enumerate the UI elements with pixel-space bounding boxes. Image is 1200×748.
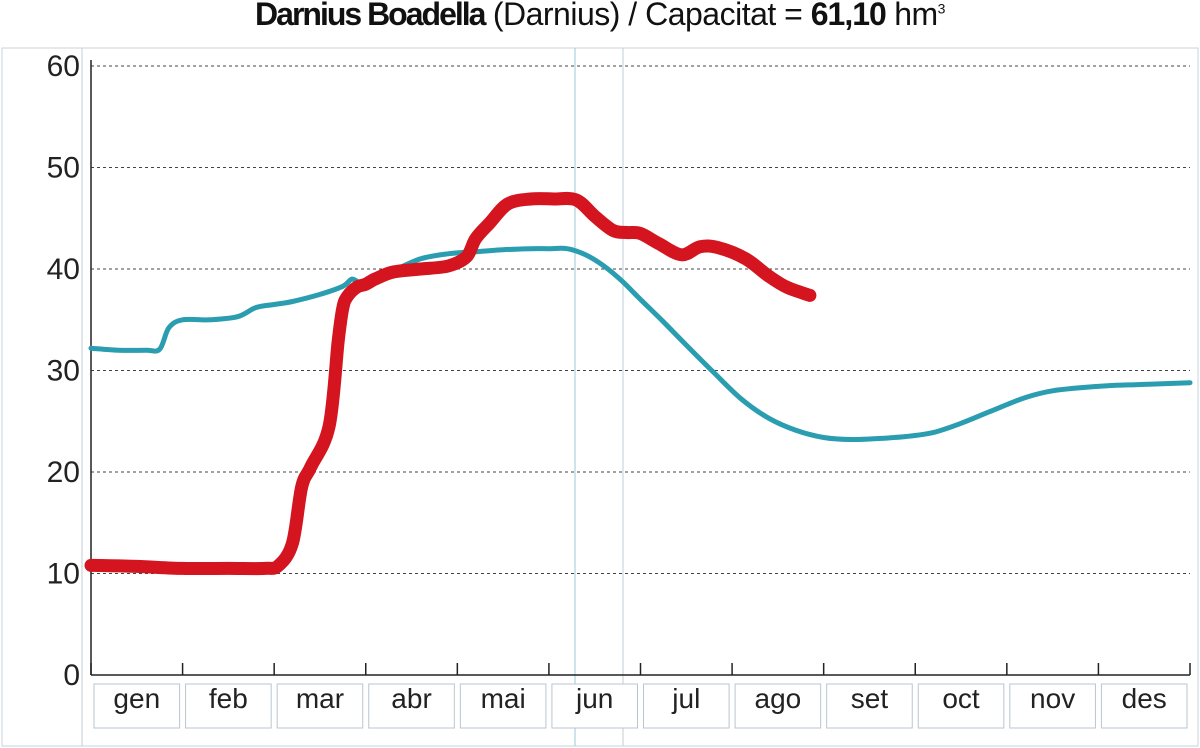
x-tick-label: oct [942, 683, 980, 714]
month-box [734, 683, 822, 729]
month-box [368, 683, 455, 729]
reservoir-name: Darnius Boadella [255, 0, 486, 32]
month-box [185, 683, 272, 729]
reservoir-location: (Darnius) [492, 0, 621, 32]
series-line-current-year [84, 191, 817, 576]
y-tick-label: 20 [47, 456, 80, 489]
month-box [551, 683, 639, 729]
x-tick-label: gen [113, 683, 160, 714]
x-tick-label: des [1122, 683, 1167, 714]
x-tick-label: feb [209, 683, 248, 714]
outer-frame [1, 47, 1199, 747]
y-tick-label: 30 [47, 355, 80, 388]
month-box [643, 683, 730, 729]
y-tick-label: 10 [47, 558, 80, 591]
chart-title: Darnius Boadella (Darnius) / Capacitat =… [0, 0, 1200, 33]
x-tick-label: jun [575, 683, 613, 714]
month-box [1100, 683, 1188, 729]
month-box [826, 683, 913, 729]
x-tick-label: nov [1030, 683, 1075, 714]
series-line-current-average [88, 245, 1193, 443]
x-tick-label: ago [755, 683, 802, 714]
capacity-value: 61,10 [810, 0, 887, 32]
month-box [276, 683, 364, 729]
x-tick-label: set [851, 683, 889, 714]
x-tick-label: jul [671, 683, 700, 714]
title-separator: / Capacitat = [619, 0, 811, 32]
capacity-unit: hm3 [894, 0, 945, 32]
month-box [1009, 683, 1096, 729]
month-box [917, 683, 1005, 729]
x-tick-label: mai [481, 683, 526, 714]
capacity-unit-text: hm [894, 0, 938, 32]
y-tick-label: 0 [63, 659, 80, 692]
month-box [93, 683, 181, 729]
capacity-unit-exponent: 3 [937, 0, 946, 17]
x-tick-label: abr [391, 683, 431, 714]
month-box [459, 683, 547, 729]
y-tick-label: 50 [47, 152, 80, 185]
y-tick-label: 60 [47, 50, 80, 83]
x-tick-label: mar [296, 683, 344, 714]
y-tick-label: 40 [47, 253, 80, 286]
